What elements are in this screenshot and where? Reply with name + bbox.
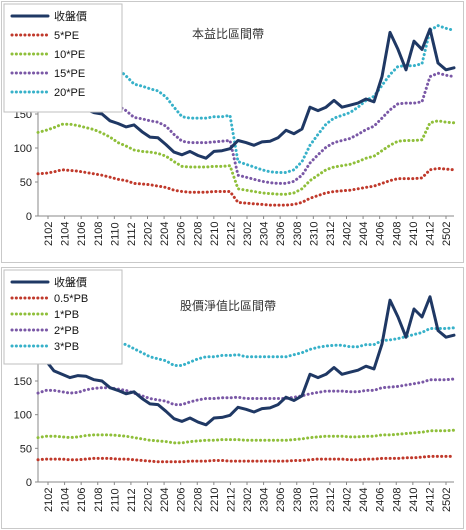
series-line-3: [36, 377, 456, 407]
legend-label: 5*PE: [54, 30, 79, 42]
x-tick-label: 2212: [225, 488, 237, 512]
series-line-0: [36, 295, 456, 427]
x-tick-label: 2306: [275, 488, 287, 512]
x-tick-label: 2306: [275, 222, 287, 246]
chart-title: 本益比區間帶: [192, 27, 264, 41]
x-tick-label: 2308: [292, 488, 304, 512]
legend-label: 收盤價: [54, 9, 87, 23]
y-tick-label: 100: [14, 143, 32, 155]
legend-label: 0.5*PB: [54, 293, 88, 305]
y-tick-label: 0: [26, 211, 32, 223]
x-tick-label: 2202: [143, 488, 155, 512]
pe-band-chart: 0501001502002503002102210421062108211021…: [3, 3, 456, 246]
x-tick-label: 2502: [441, 222, 453, 246]
legend-label: 3*PB: [54, 341, 79, 353]
x-tick-label: 2104: [60, 488, 72, 512]
x-tick-label: 2110: [109, 488, 121, 512]
legend-label: 1*PB: [54, 309, 79, 321]
x-tick-label: 2112: [126, 488, 138, 512]
x-tick-label: 2106: [76, 488, 88, 512]
x-tick-label: 2108: [93, 222, 105, 246]
legend-label: 收盤價: [54, 275, 87, 289]
x-tick-label: 2112: [126, 222, 138, 246]
x-tick-label: 2412: [424, 488, 436, 512]
y-tick-label: 50: [20, 443, 32, 455]
x-tick-label: 2404: [358, 222, 370, 246]
chart-title: 股價淨值比區間帶: [180, 298, 276, 313]
x-tick-label: 2308: [292, 222, 304, 246]
x-tick-label: 2402: [342, 488, 354, 512]
x-tick-label: 2102: [43, 222, 55, 246]
y-tick-label: 50: [20, 177, 32, 189]
x-tick-label: 2110: [109, 222, 121, 246]
legend-label: 15*PE: [54, 68, 85, 80]
x-tick-label: 2302: [242, 222, 254, 246]
x-tick-label: 2208: [192, 488, 204, 512]
x-tick-label: 2206: [176, 222, 188, 246]
legend: 收盤價 0.5*PB 1*PB 2*PB 3*PB: [3, 269, 123, 365]
x-tick-label: 2312: [325, 222, 337, 246]
legend: 收盤價 5*PE 10*PE 15*PE 20*PE: [3, 3, 123, 113]
x-tick-label: 2304: [259, 488, 271, 512]
x-tick-label: 2402: [342, 222, 354, 246]
y-tick-label: 150: [14, 376, 32, 388]
x-tick-label: 2404: [358, 488, 370, 512]
x-tick-label: 2412: [424, 222, 436, 246]
x-tick-label: 2204: [159, 488, 171, 512]
series-line-1: [36, 454, 456, 464]
x-tick-label: 2210: [209, 488, 221, 512]
x-tick-label: 2406: [375, 488, 387, 512]
pb-band-chart: 0501001502002503002102210421062108211021…: [3, 269, 456, 512]
y-tick-label: 100: [14, 410, 32, 422]
x-tick-label: 2406: [375, 222, 387, 246]
x-tick-label: 2502: [441, 488, 453, 512]
x-tick-label: 2210: [209, 222, 221, 246]
legend-box: [3, 3, 123, 113]
x-tick-label: 2102: [43, 488, 55, 512]
legend-label: 2*PB: [54, 325, 79, 337]
x-tick-label: 2302: [242, 488, 254, 512]
x-tick-label: 2104: [60, 222, 72, 246]
series-line-2: [36, 428, 456, 445]
series-line-1: [36, 166, 456, 207]
legend-box: [3, 269, 123, 365]
x-tick-label: 2208: [192, 222, 204, 246]
pb-band-chart-panel: 0501001502002503002102210421062108211021…: [1, 267, 464, 529]
x-tick-label: 2202: [143, 222, 155, 246]
x-tick-label: 2312: [325, 488, 337, 512]
pe-band-chart-panel: 0501001502002503002102210421062108211021…: [1, 1, 464, 263]
x-tick-label: 2304: [259, 222, 271, 246]
series-line-2: [36, 119, 456, 196]
x-tick-label: 2108: [93, 488, 105, 512]
legend-label: 10*PE: [54, 49, 85, 61]
series-line-0: [36, 27, 456, 160]
x-tick-label: 2410: [408, 222, 420, 246]
x-tick-label: 2106: [76, 222, 88, 246]
series-line-3: [36, 71, 456, 185]
x-tick-label: 2204: [159, 222, 171, 246]
x-tick-label: 2212: [225, 222, 237, 246]
x-tick-label: 2408: [391, 488, 403, 512]
x-tick-label: 2408: [391, 222, 403, 246]
y-tick-label: 0: [26, 477, 32, 489]
x-tick-label: 2310: [308, 222, 320, 246]
legend-label: 20*PE: [54, 87, 85, 99]
x-tick-label: 2206: [176, 488, 188, 512]
x-tick-label: 2310: [308, 488, 320, 512]
x-tick-label: 2410: [408, 488, 420, 512]
